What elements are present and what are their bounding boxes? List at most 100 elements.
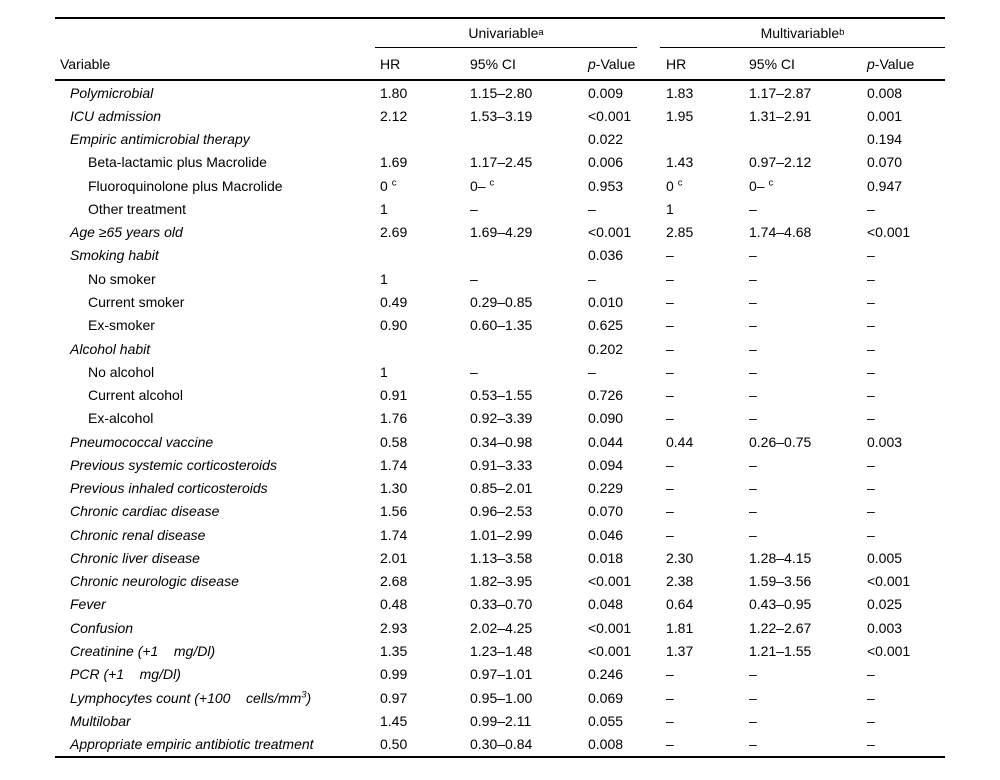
multivariable-p-cell: 0.008 xyxy=(867,84,903,101)
univariable-ci-cell: 1.01–2.99 xyxy=(470,526,533,543)
multivariable-hr-cell: 2.30 xyxy=(666,549,694,566)
table-row: Current alcohol 0.91 0.53–1.55 0.726 – – – xyxy=(55,383,945,406)
multivariable-hr-cell: – xyxy=(666,736,674,753)
univariable-hr-cell: 0.97 xyxy=(380,689,408,706)
variable-label: Chronic renal disease xyxy=(70,526,206,543)
hazard-ratio-table: Univariable a Multivariable b Variable HR … xyxy=(55,17,946,758)
variable-label: Beta-lactamic plus Macrolide xyxy=(88,154,267,171)
multivariable-hr-cell: 1.37 xyxy=(666,643,694,659)
column-header-variable: Variable xyxy=(55,48,375,81)
multivariable-ci-cell: – xyxy=(749,736,757,753)
univariable-ci-cell: 1.17–2.45 xyxy=(470,154,533,171)
multivariable-ci-cell: – xyxy=(749,387,757,404)
multivariable-hr-cell: – xyxy=(666,247,674,264)
univariable-ci-cell: 1.15–2.80 xyxy=(470,84,533,101)
variable-label: No alcohol xyxy=(88,363,155,380)
univariable-p-cell: <0.001 xyxy=(588,643,632,659)
multivariable-hr-cell: – xyxy=(666,270,674,287)
multivariable-ci-cell: 0.97–2.12 xyxy=(749,154,812,171)
univariable-ci-cell: 0.96–2.53 xyxy=(470,503,533,520)
univariable-hr-cell: 1.45 xyxy=(380,712,408,729)
univariable-ci-cell: 1.69–4.29 xyxy=(470,224,533,241)
table-row: No alcohol 1 – – – – – xyxy=(55,360,945,383)
univariable-hr-cell xyxy=(375,244,465,267)
multivariable-hr-cell: – xyxy=(666,340,674,357)
multivariable-ci-cell: – xyxy=(749,526,757,543)
multivariable-p-cell: – xyxy=(867,456,875,473)
univariable-ci-cell: 0.29–0.85 xyxy=(470,294,533,311)
multivariable-p-cell: – xyxy=(867,363,875,380)
variable-label: PCR (+1 mg/Dl) xyxy=(70,666,181,683)
univariable-ci-cell: 0.95–1.00 xyxy=(470,689,533,706)
table-row: Chronic cardiac disease 1.56 0.96–2.53 0.07… xyxy=(55,500,945,523)
multivariable-group-rule: Multivariable b xyxy=(660,18,946,48)
univariable-hr-cell: 1 xyxy=(380,200,388,217)
multivariable-hr-cell: – xyxy=(666,526,674,543)
multivariable-p-cell: – xyxy=(867,387,875,404)
multivariable-hr-cell: – xyxy=(666,363,674,380)
univariable-p-cell: 0.044 xyxy=(588,433,624,450)
univariable-p-cell: 0.202 xyxy=(588,340,624,357)
univariable-hr-cell: 0.50 xyxy=(380,736,408,753)
univariable-hr-cell: 2.93 xyxy=(380,619,408,636)
multivariable-hr-cell: – xyxy=(666,294,674,311)
multivariable-p-cell: – xyxy=(867,294,875,311)
multivariable-ci-cell: – xyxy=(749,294,757,311)
table-row: Empiric antimicrobial therapy 0.022 0.194 xyxy=(55,128,945,151)
variable-label: ICU admission xyxy=(70,107,162,124)
univariable-hr-cell: 1 xyxy=(380,270,388,287)
table-row: Chronic renal disease 1.74 1.01–2.99 0.046 –… xyxy=(55,523,945,546)
multivariable-p-cell: 0.025 xyxy=(867,596,903,613)
multivariable-hr-cell: – xyxy=(666,503,674,520)
group-header-row: Univariable a Multivariable b xyxy=(55,18,946,48)
table-row: Fluoroquinolone plus Macrolide 0 c 0– c 0.9… xyxy=(55,174,945,197)
multivariable-ci-cell: – xyxy=(749,503,757,520)
univariable-hr-cell xyxy=(375,337,465,360)
univariable-hr-cell: 1.80 xyxy=(380,84,408,101)
table-row: No smoker 1 – – – – – xyxy=(55,267,945,290)
variable-label: Multilobar xyxy=(70,712,131,729)
table-row: Alcohol habit 0.202 – – – xyxy=(55,337,945,360)
univariable-ci-cell xyxy=(465,337,583,360)
multivariable-p-cell: – xyxy=(867,200,875,217)
multivariable-ci-cell: 1.28–4.15 xyxy=(749,549,812,566)
table-row: Multilobar 1.45 0.99–2.11 0.055 – – – xyxy=(55,709,945,732)
multivariable-p-cell: 0.003 xyxy=(867,433,903,450)
multivariable-hr-cell: – xyxy=(666,410,674,427)
variable-label: Empiric antimicrobial therapy xyxy=(70,131,250,148)
table-row: Ex-alcohol 1.76 0.92–3.39 0.090 – – – xyxy=(55,407,945,430)
variable-label: Previous systemic corticosteroids xyxy=(70,456,277,473)
multivariable-p-cell: 0.003 xyxy=(867,619,903,636)
table-row: Previous inhaled corticosteroids 1.30 0.85… xyxy=(55,477,945,500)
univariable-hr-cell: 2.69 xyxy=(380,224,408,241)
variable-label: Fever xyxy=(70,596,106,613)
multivariable-hr-cell: 1.43 xyxy=(666,154,694,171)
multivariable-p-cell: – xyxy=(867,503,875,520)
univariable-ci-cell: 1.23–1.48 xyxy=(470,643,533,659)
univariable-hr-cell: 1.30 xyxy=(380,480,408,497)
p-italic: p xyxy=(867,55,875,72)
multivariable-p-cell: – xyxy=(867,666,875,683)
variable-label: Smoking habit xyxy=(70,247,159,264)
univariable-ci-cell: 0.53–1.55 xyxy=(470,387,533,404)
univariable-p-cell: 0.048 xyxy=(588,596,624,613)
univariable-ci-cell xyxy=(465,128,583,151)
univariable-hr-cell: 1.74 xyxy=(380,526,408,543)
variable-label: Previous inhaled corticosteroids xyxy=(70,480,268,497)
multivariable-hr-cell: – xyxy=(666,317,674,334)
table-body: Polymicrobial 1.80 1.15–2.80 0.009 1.83 1.17–… xyxy=(55,80,945,757)
univariable-hr-cell: 2.68 xyxy=(380,573,408,590)
multivariable-hr-cell: 1.95 xyxy=(666,107,694,124)
univariable-ci-cell xyxy=(465,244,583,267)
multivariable-group-header: Multivariable b xyxy=(660,18,946,48)
univariable-ci-cell: 0.85–2.01 xyxy=(470,480,533,497)
univariable-hr-cell: 0.91 xyxy=(380,387,408,404)
variable-label: Chronic cardiac disease xyxy=(70,503,220,520)
univariable-ci-cell: 1.82–3.95 xyxy=(470,573,533,590)
univariable-hr-cell: 0.49 xyxy=(380,294,408,311)
multivariable-ci-cell: – xyxy=(749,340,757,357)
variable-label: Current alcohol xyxy=(88,387,183,404)
table-row: Ex-smoker 0.90 0.60–1.35 0.625 – – – xyxy=(55,314,945,337)
multivariable-hr-cell: 1 xyxy=(666,200,674,217)
